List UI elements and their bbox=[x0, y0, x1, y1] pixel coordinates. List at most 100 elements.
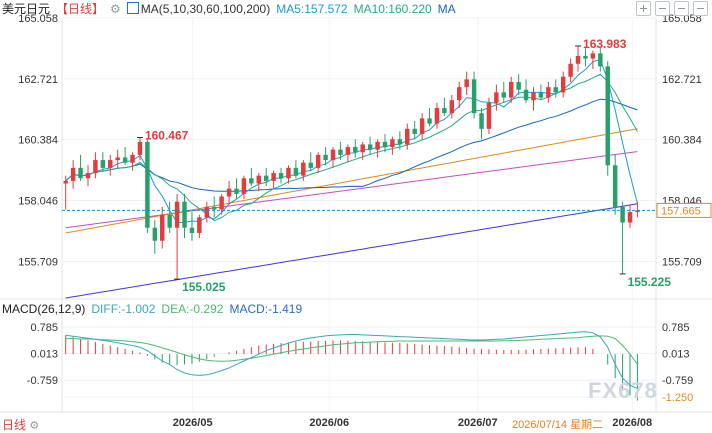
price-tick-right: 155.709 bbox=[662, 256, 702, 268]
ma-checkbox-icon[interactable] bbox=[126, 2, 139, 14]
chart-toolbar bbox=[636, 1, 708, 16]
settings-icon[interactable]: ⚙ bbox=[110, 2, 121, 16]
candle-body bbox=[271, 173, 276, 181]
candle-body bbox=[627, 212, 633, 223]
candle-body bbox=[531, 92, 536, 101]
low-annotation: 155.225 bbox=[628, 275, 672, 289]
candle-body bbox=[174, 201, 180, 228]
candle-body bbox=[78, 167, 83, 179]
candle-body bbox=[523, 89, 529, 101]
macd-tick-right: -0.759 bbox=[662, 375, 693, 387]
candle-body bbox=[546, 87, 551, 98]
diff-value: DIFF:-1.002 bbox=[91, 302, 156, 316]
macd-tick-left: 0.013 bbox=[30, 349, 58, 361]
time-tick-label: 2026/06 bbox=[309, 417, 349, 429]
last-price-label: 157.665 bbox=[661, 205, 701, 217]
price-legend: 美元日元 【日线】 ⚙ MA(5,10,30,60,100,200) MA5:157.5… bbox=[2, 0, 462, 18]
candle-body bbox=[568, 63, 573, 77]
candle-body bbox=[590, 53, 596, 59]
candle-body bbox=[471, 79, 477, 114]
macd-label[interactable]: MACD(26,12,9) bbox=[2, 302, 86, 316]
watermark-logo: FX678 bbox=[588, 378, 658, 403]
ma100-line bbox=[65, 151, 638, 229]
candle-body bbox=[197, 217, 202, 233]
candle-body bbox=[457, 87, 462, 101]
time-tick-label: 2026/08 bbox=[612, 417, 652, 429]
candle-body bbox=[560, 76, 566, 93]
candle-body bbox=[100, 160, 106, 168]
high-annotation: 163.983 bbox=[583, 37, 627, 51]
candle-body bbox=[93, 160, 98, 174]
timeframe-button-label: 日线 bbox=[2, 418, 27, 432]
ma10-value: MA10:160.220 bbox=[353, 2, 432, 16]
candle-body bbox=[338, 149, 343, 155]
candle-body bbox=[63, 180, 68, 184]
ma-label[interactable]: MA(5,10,30,60,100,200) bbox=[140, 2, 271, 16]
candle-body bbox=[219, 196, 224, 210]
candle-body bbox=[360, 144, 365, 153]
candle-body bbox=[464, 79, 469, 88]
ma5-value: MA5:157.572 bbox=[276, 2, 348, 16]
candle-body bbox=[330, 149, 336, 161]
candle-body bbox=[486, 102, 492, 129]
macd-tick-left: -0.759 bbox=[27, 375, 58, 387]
candle-body bbox=[301, 162, 306, 176]
candle-body bbox=[182, 201, 187, 228]
candle-body bbox=[234, 188, 239, 194]
ma60-line bbox=[65, 128, 638, 234]
high-annotation: 160.467 bbox=[145, 128, 189, 142]
candle-body bbox=[494, 92, 499, 103]
candle-body bbox=[449, 100, 455, 114]
price-tick-left: 158.046 bbox=[18, 196, 58, 208]
ma200-line bbox=[65, 203, 638, 299]
zoom-out-icon[interactable] bbox=[655, 1, 670, 16]
candle-body bbox=[479, 113, 484, 129]
candle-body bbox=[397, 139, 403, 145]
candle-body bbox=[412, 128, 417, 135]
low-annotation: 155.025 bbox=[182, 280, 226, 294]
diff-line bbox=[65, 331, 638, 390]
candle-body bbox=[226, 188, 232, 197]
candle-body bbox=[442, 108, 447, 114]
candle-body bbox=[308, 162, 313, 168]
candle-body bbox=[516, 81, 521, 90]
price-tick-right: 165.058 bbox=[662, 13, 702, 25]
candle-body bbox=[575, 55, 581, 64]
candle-body bbox=[501, 92, 507, 98]
candle-body bbox=[382, 141, 388, 148]
macd-tick-left: 0.785 bbox=[30, 322, 58, 334]
ma10-line bbox=[65, 73, 638, 222]
candle-body bbox=[167, 214, 172, 228]
timeframe-label[interactable]: 【日线】 bbox=[56, 2, 105, 16]
candle-body bbox=[427, 118, 432, 124]
candle-body bbox=[137, 141, 143, 155]
symbol-label[interactable]: 美元日元 bbox=[2, 2, 51, 16]
zoom-in-icon[interactable] bbox=[636, 1, 651, 16]
candle-body bbox=[620, 206, 625, 223]
candle-body bbox=[583, 55, 588, 59]
last-price-tag bbox=[656, 202, 712, 218]
macd-tick-right: 0.013 bbox=[662, 349, 690, 361]
timeframe-button[interactable]: 日线 ⚙ bbox=[2, 416, 39, 433]
candle-body bbox=[108, 160, 113, 168]
candle-body bbox=[211, 206, 217, 210]
scroll-right-icon[interactable] bbox=[693, 1, 708, 16]
candle-body bbox=[345, 147, 351, 155]
macd-legend: MACD(26,12,9) DIFF:-1.002 DEA:-0.292 MACD:-… bbox=[2, 300, 308, 318]
candle-body bbox=[434, 108, 440, 124]
time-tick-label: 2026/07 bbox=[458, 417, 498, 429]
candle-body bbox=[204, 206, 210, 218]
candle-body bbox=[315, 154, 321, 168]
candle-body bbox=[605, 66, 610, 166]
scroll-left-icon[interactable] bbox=[674, 1, 689, 16]
candle-body bbox=[508, 81, 514, 98]
dea-value: DEA:-0.292 bbox=[161, 302, 224, 316]
price-tick-left: 165.058 bbox=[18, 13, 58, 25]
candle-body bbox=[241, 178, 247, 194]
candle-body bbox=[115, 157, 120, 161]
ma-more-value: MA bbox=[437, 2, 456, 16]
candle-body bbox=[635, 210, 640, 213]
candle-body bbox=[293, 167, 299, 176]
macd-tick-right: -1.250 bbox=[662, 392, 693, 404]
